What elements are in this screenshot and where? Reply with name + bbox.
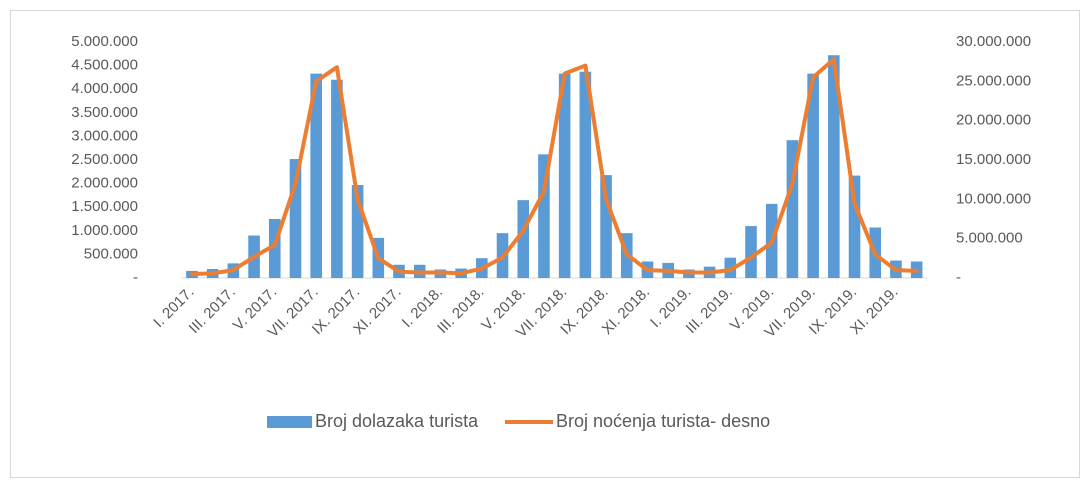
y-tick-label: 4.000.000 [71, 80, 138, 97]
y2-tick-label: 5.000.000 [956, 230, 1023, 247]
bar [289, 159, 302, 278]
legend-label: Broj dolazaka turista [315, 411, 479, 431]
bar [351, 185, 364, 278]
bar [538, 154, 550, 278]
y2-tick-label: 25.000.000 [956, 72, 1031, 89]
y-tick-label: 2.000.000 [71, 175, 138, 192]
bar [268, 219, 281, 278]
bar [745, 226, 757, 278]
legend-label: Broj noćenja turista- desno [556, 411, 770, 431]
bar [517, 200, 530, 278]
y2-tick-label: 30.000.000 [956, 33, 1031, 50]
bar [558, 73, 571, 279]
legend-swatch [267, 416, 312, 428]
y-tick-label: 2.500.000 [71, 151, 138, 168]
bar [310, 73, 322, 279]
bar [579, 71, 592, 279]
bar [786, 140, 799, 278]
y-tick-label: 5.000.000 [71, 33, 138, 50]
bar [600, 175, 612, 278]
bar [331, 79, 343, 278]
y-tick-label: 3.500.000 [71, 104, 138, 121]
y-tick-label: 4.500.000 [71, 57, 138, 74]
y2-tick-label: 15.000.000 [956, 151, 1031, 168]
line [190, 57, 919, 277]
y2-tick-label: 10.000.000 [956, 190, 1031, 207]
y-tick-label: 3.000.000 [71, 127, 138, 144]
y-tick-label: 500.000 [84, 245, 138, 262]
bar [828, 55, 840, 278]
y2-tick-label: 20.000.000 [956, 112, 1031, 129]
y-tick-label: - [133, 269, 138, 286]
y-tick-label: 1.000.000 [71, 222, 138, 239]
bar [848, 175, 861, 278]
bar [807, 73, 819, 279]
y2-tick-label: - [956, 269, 961, 286]
y-tick-label: 1.500.000 [71, 198, 138, 215]
